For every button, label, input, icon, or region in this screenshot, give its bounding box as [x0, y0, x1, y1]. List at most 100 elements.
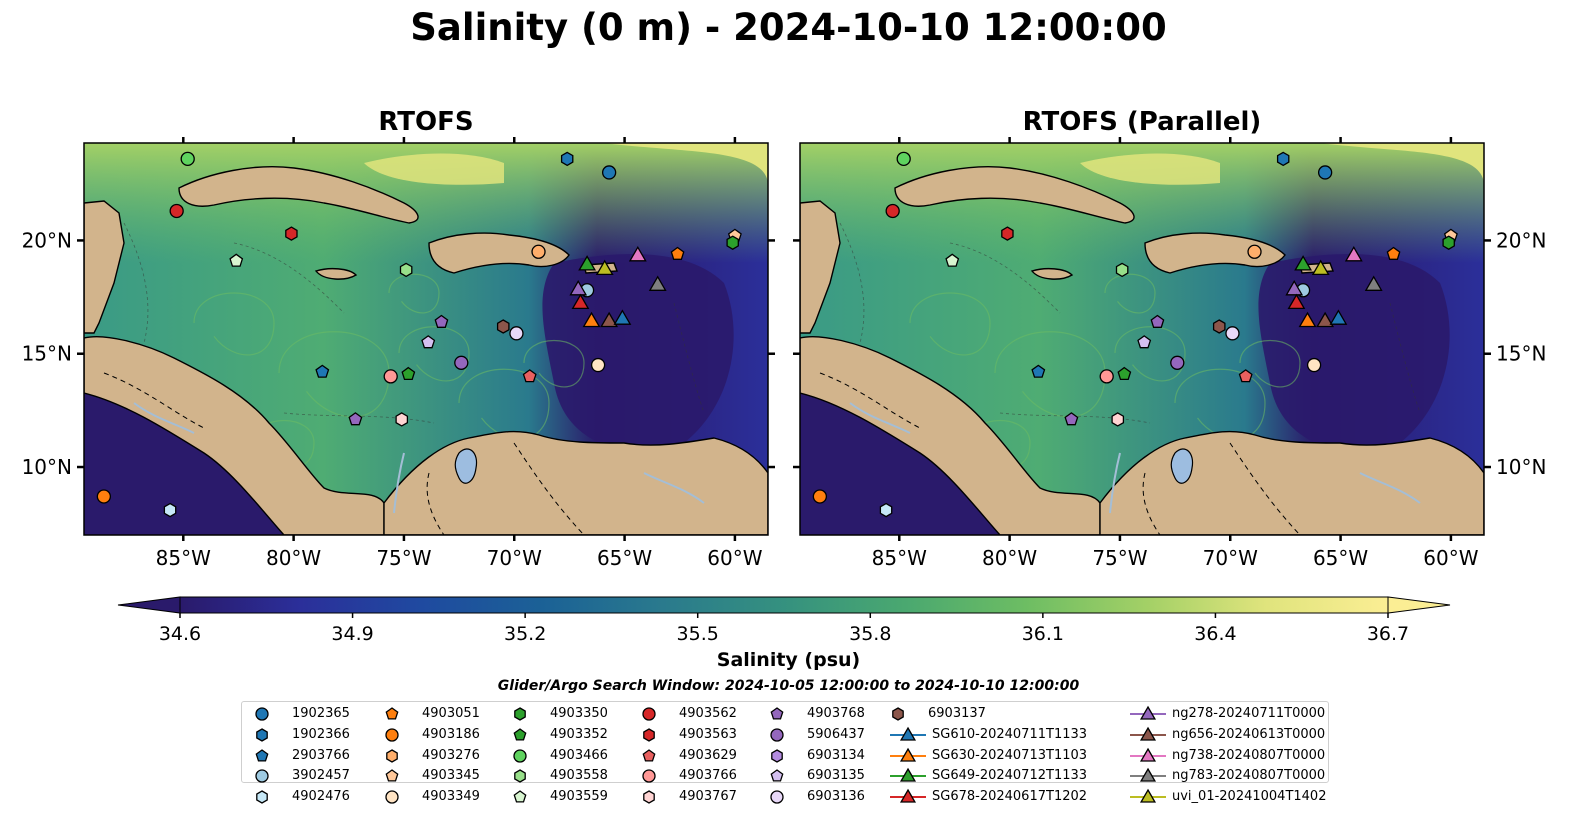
legend: 1902365 1902366 2903766 3902457 4902476 49030… [241, 701, 1329, 804]
argo-float-marker [1031, 364, 1046, 378]
jamaica-land [314, 267, 358, 280]
legend-marker [770, 728, 784, 742]
glider-marker [1311, 259, 1330, 276]
argo-float-marker [1001, 226, 1014, 241]
argo-float-marker [879, 502, 893, 518]
argo-float-marker [896, 151, 911, 167]
cuba-land [178, 166, 419, 224]
argo-float-marker [670, 246, 685, 260]
argo-float-marker [1212, 319, 1226, 334]
argo-float-marker [1276, 151, 1290, 167]
lon-tick-label: 70°W [487, 546, 542, 570]
colorbar-extend-max [1387, 596, 1451, 614]
lon-tick-label: 85°W [156, 546, 211, 570]
map-ticks [793, 137, 1491, 541]
legend-marker [770, 769, 784, 782]
circle-legend-icon [385, 728, 399, 742]
legend-marker [890, 726, 926, 741]
legend-label: 4903051 [422, 706, 480, 721]
glider-marker [648, 275, 667, 291]
hexagon-legend-icon [514, 769, 526, 784]
legend-label: SG610-20240711T1133 [932, 726, 1088, 742]
hexagon-legend-icon [514, 707, 526, 721]
argo-float-marker [509, 326, 524, 341]
argo-float-marker [1238, 369, 1253, 383]
legend-marker [642, 707, 656, 721]
lat-tick-label: 15°N [1496, 342, 1546, 366]
lon-tick-label: 85°W [872, 546, 927, 570]
legend-label: 4903276 [422, 747, 480, 763]
argo-float-marker [531, 244, 546, 259]
legend-marker [386, 748, 398, 763]
legend-label: 1902366 [292, 726, 350, 742]
argo-float-marker [383, 369, 398, 384]
legend-marker [643, 790, 655, 804]
central-america-land [84, 336, 385, 535]
argo-float-marker [163, 502, 177, 518]
low-salinity-east [542, 254, 734, 451]
glider-marker [1329, 309, 1348, 325]
pentagon-legend-icon [642, 748, 656, 762]
argo-float-marker [348, 412, 363, 426]
argo-float-marker [421, 335, 436, 349]
colorbar-body [179, 596, 1389, 614]
legend-marker [513, 748, 527, 763]
legend-marker [890, 768, 926, 783]
circle-legend-icon [255, 769, 269, 784]
isobaths [123, 222, 705, 424]
glider-marker [569, 279, 588, 296]
argo-float-marker [395, 412, 409, 427]
glider-marker [578, 255, 597, 271]
panel-title-rtofs: RTOFS [378, 107, 474, 137]
map-ticks [77, 137, 775, 541]
legend-label: SG649-20240712T1133 [932, 768, 1088, 784]
south-america-land [383, 430, 768, 535]
legend-label: 4903345 [422, 768, 480, 784]
colorbar: 34.6 34.9 35.2 35.5 35.8 36.1 36.4 36.7 [117, 596, 1451, 645]
glider-marker [1285, 279, 1304, 296]
jamaica-land [1030, 267, 1074, 280]
argo-float-marker [1117, 366, 1132, 381]
hexagon-legend-icon [771, 748, 783, 763]
colorbar-label: Salinity (psu) [716, 649, 861, 671]
legend-marker [513, 727, 527, 741]
argo-float-marker [560, 151, 574, 167]
legend-marker [385, 707, 399, 720]
argo-float-marker [590, 357, 606, 373]
glider-legend-icon [1139, 726, 1157, 741]
landmass-group [800, 166, 1484, 535]
argo-float-marker [1170, 355, 1185, 370]
argo-float-marker [434, 314, 449, 328]
legend-marker [256, 790, 268, 804]
legend-label: 6903135 [807, 768, 865, 784]
argo-float-marker [812, 489, 828, 504]
glider-legend-icon [899, 726, 917, 741]
argo-float-marker [1137, 335, 1152, 349]
legend-marker [385, 790, 399, 804]
argo-float-marker [1306, 357, 1322, 373]
glider-legend-icon [899, 747, 917, 762]
yucatan-land [84, 200, 125, 334]
legend-label: 6903134 [807, 747, 865, 763]
legend-label: 4903466 [550, 747, 608, 763]
legend-marker [255, 748, 269, 762]
legend-marker [643, 728, 655, 742]
pentagon-legend-icon [513, 727, 527, 741]
circle-legend-icon [255, 707, 269, 721]
legend-marker [514, 769, 526, 784]
legend-label: 4903562 [679, 706, 737, 721]
glider-marker [1298, 311, 1317, 328]
legend-label: 4903563 [679, 726, 737, 742]
glider-legend-icon [1139, 747, 1157, 762]
legend-label: 4903349 [422, 789, 480, 805]
glider-legend-icon [899, 768, 917, 783]
hexagon-legend-icon [643, 790, 655, 804]
country-borders [103, 372, 585, 535]
hispaniola-land [1144, 232, 1286, 274]
legend-marker [513, 790, 527, 803]
hexagon-legend-icon [386, 748, 398, 763]
high-salinity-northeast [1320, 143, 1484, 183]
glider-marker [595, 259, 614, 276]
colorbar-extend-min [117, 596, 181, 614]
argo-float-marker [1150, 314, 1165, 328]
